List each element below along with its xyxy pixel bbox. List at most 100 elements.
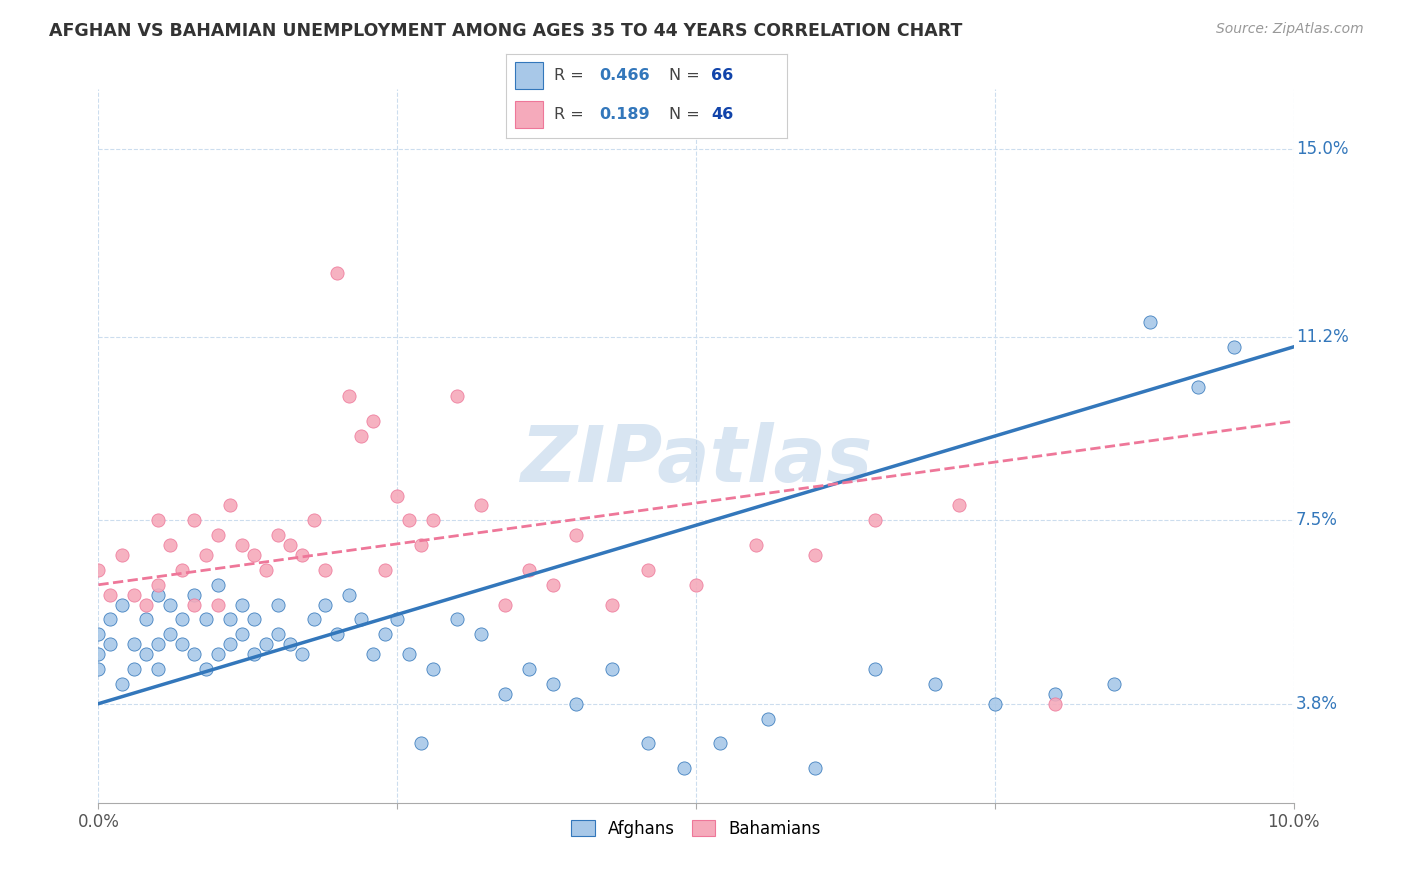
Point: [1104, 677, 1126, 691]
Point: [98, 588, 122, 602]
Point: [254, 563, 277, 577]
Point: [159, 538, 181, 552]
Text: 0.189: 0.189: [599, 107, 650, 122]
Text: 7.5%: 7.5%: [1296, 511, 1337, 529]
Point: [183, 588, 205, 602]
Point: [685, 578, 707, 592]
Point: [302, 612, 325, 626]
Text: N =: N =: [669, 107, 706, 122]
Point: [350, 612, 373, 626]
Point: [350, 429, 373, 443]
Point: [87, 662, 110, 676]
Point: [195, 548, 218, 562]
Point: [207, 578, 229, 592]
Point: [135, 612, 157, 626]
Text: 3.8%: 3.8%: [1296, 695, 1339, 713]
Point: [984, 697, 1007, 711]
Point: [135, 598, 157, 612]
Point: [339, 389, 361, 403]
Point: [315, 598, 337, 612]
Point: [602, 662, 624, 676]
Point: [195, 612, 218, 626]
Point: [111, 598, 134, 612]
Point: [374, 627, 396, 641]
Text: N =: N =: [669, 68, 706, 83]
Point: [124, 588, 146, 602]
Point: [267, 528, 290, 542]
Point: [148, 513, 170, 527]
Point: [804, 761, 827, 775]
Point: [159, 627, 181, 641]
Point: [326, 627, 349, 641]
Point: [87, 627, 110, 641]
Point: [637, 563, 659, 577]
Legend: Afghans, Bahamians: Afghans, Bahamians: [565, 814, 827, 845]
Point: [565, 528, 588, 542]
Point: [1223, 340, 1246, 354]
Point: [411, 736, 433, 750]
Point: [183, 598, 205, 612]
Point: [278, 538, 301, 552]
Point: [398, 513, 420, 527]
Point: [470, 627, 492, 641]
Point: [98, 612, 122, 626]
Point: [111, 677, 134, 691]
Point: [865, 662, 887, 676]
Text: 15.0%: 15.0%: [1296, 140, 1348, 158]
Point: [243, 548, 266, 562]
Point: [541, 578, 564, 592]
Point: [398, 647, 420, 661]
Point: [517, 662, 540, 676]
Point: [243, 647, 266, 661]
Point: [267, 627, 290, 641]
Point: [148, 578, 170, 592]
Point: [673, 761, 696, 775]
Point: [87, 647, 110, 661]
Point: [111, 548, 134, 562]
Point: [124, 637, 146, 651]
Point: [541, 677, 564, 691]
Text: 11.2%: 11.2%: [1296, 328, 1348, 346]
Text: R =: R =: [554, 68, 589, 83]
Point: [219, 499, 242, 513]
Point: [183, 513, 205, 527]
Point: [207, 528, 229, 542]
Point: [135, 647, 157, 661]
Point: [254, 637, 277, 651]
Point: [411, 538, 433, 552]
Point: [219, 637, 242, 651]
Point: [804, 548, 827, 562]
Point: [291, 647, 314, 661]
Point: [339, 588, 361, 602]
Point: [374, 563, 396, 577]
Point: [195, 662, 218, 676]
Point: [302, 513, 325, 527]
Point: [98, 637, 122, 651]
Point: [756, 712, 779, 726]
Point: [124, 662, 146, 676]
Text: ZIPatlas: ZIPatlas: [520, 422, 872, 499]
Point: [446, 389, 468, 403]
Point: [315, 563, 337, 577]
Point: [637, 736, 659, 750]
Point: [565, 697, 588, 711]
Point: [517, 563, 540, 577]
Point: [1043, 687, 1066, 701]
Point: [231, 538, 253, 552]
Point: [865, 513, 887, 527]
Point: [148, 637, 170, 651]
Point: [231, 627, 253, 641]
Point: [172, 612, 194, 626]
Point: [924, 677, 946, 691]
Point: [948, 499, 970, 513]
Point: [1139, 315, 1161, 329]
Point: [278, 637, 301, 651]
Point: [422, 513, 444, 527]
Point: [1187, 379, 1209, 393]
Point: [267, 598, 290, 612]
Point: [494, 598, 516, 612]
Point: [148, 662, 170, 676]
Point: [231, 598, 253, 612]
Point: [87, 563, 110, 577]
Point: [1043, 697, 1066, 711]
